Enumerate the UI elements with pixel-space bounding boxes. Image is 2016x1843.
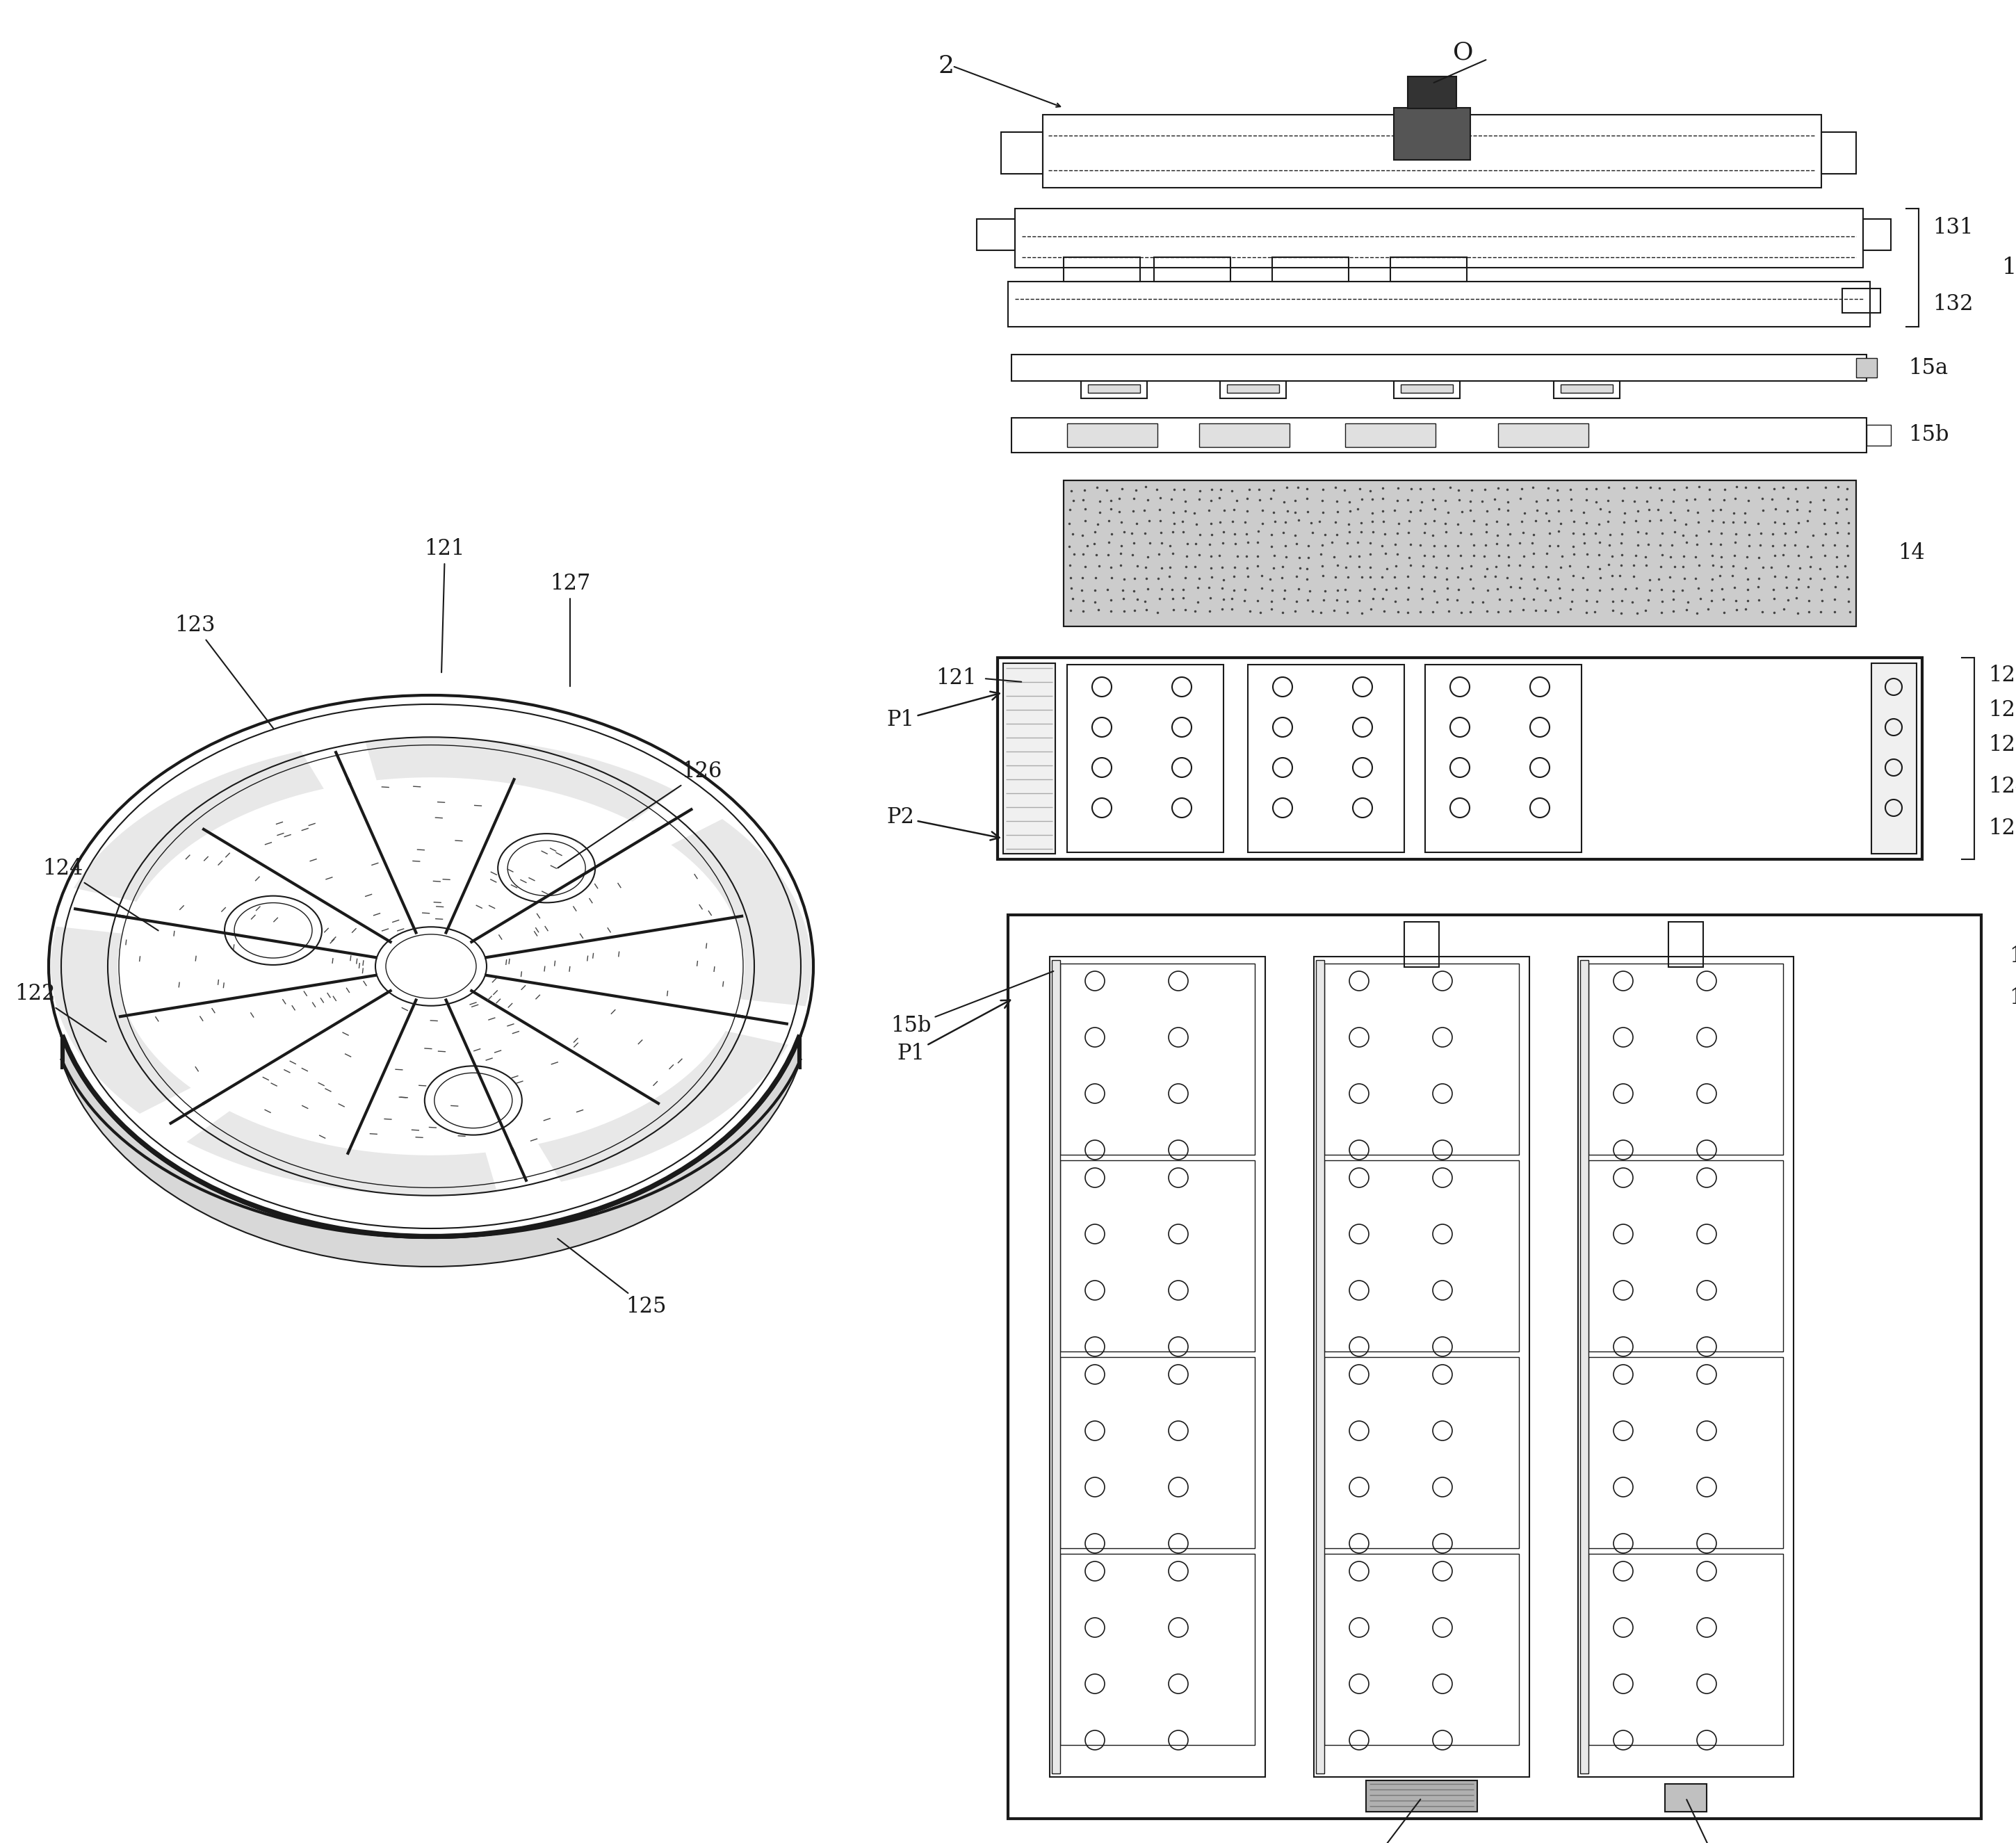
Bar [1393, 382, 1460, 398]
Text: P1: P1 [887, 691, 1000, 732]
Bar [1669, 922, 1704, 968]
Bar [1579, 957, 1794, 1777]
Bar [1066, 424, 1157, 448]
Text: 15a: 15a [1909, 358, 1947, 378]
Text: 123: 123 [175, 616, 274, 728]
Text: 2: 2 [939, 53, 954, 77]
Bar [998, 658, 1921, 859]
Bar [1089, 385, 1141, 393]
Text: 124: 124 [42, 859, 159, 931]
Bar [1081, 382, 1147, 398]
Bar [1064, 481, 1857, 627]
Bar [1863, 219, 1891, 251]
Bar [1589, 964, 1782, 1156]
Bar [1581, 960, 1589, 1773]
Polygon shape [365, 737, 675, 822]
Polygon shape [65, 1036, 798, 1266]
Bar [1052, 960, 1060, 1773]
Text: 126: 126 [558, 761, 722, 868]
Bar [1153, 258, 1230, 282]
Bar [1843, 289, 1881, 313]
Text: 126: 126 [1988, 734, 2016, 756]
Bar [1042, 114, 1820, 188]
Bar [976, 219, 1014, 251]
Bar [1560, 385, 1613, 393]
Text: 123: 123 [1988, 698, 2016, 721]
Bar [1008, 282, 1871, 326]
Text: 127: 127 [550, 573, 591, 686]
Bar [1060, 1554, 1254, 1745]
Bar [1012, 354, 1867, 382]
Text: 14: 14 [1897, 542, 1925, 564]
Text: 121: 121 [425, 538, 466, 673]
Bar [1393, 107, 1470, 160]
Bar [1064, 258, 1141, 282]
Bar [1200, 424, 1290, 448]
Bar [1325, 1161, 1518, 1351]
Bar [1407, 76, 1456, 109]
Bar [1325, 1554, 1518, 1745]
Text: 112: 112 [1345, 1799, 1421, 1843]
Bar [1345, 424, 1435, 448]
Text: 11: 11 [2010, 945, 2016, 968]
Bar [1867, 424, 1891, 446]
Polygon shape [187, 1111, 498, 1196]
Text: 131: 131 [1933, 217, 1974, 238]
Text: P1: P1 [897, 1001, 1010, 1065]
Bar [1391, 258, 1468, 282]
Bar [1012, 418, 1867, 453]
Bar [1272, 258, 1349, 282]
Bar [1060, 964, 1254, 1156]
Bar [1314, 957, 1530, 1777]
Bar [1589, 1161, 1782, 1351]
Bar [1325, 964, 1518, 1156]
Bar [1248, 665, 1405, 851]
Bar [1228, 385, 1278, 393]
Polygon shape [538, 1030, 788, 1181]
Bar [1316, 960, 1325, 1773]
Polygon shape [75, 750, 325, 901]
Bar [1871, 663, 1917, 853]
Text: 122: 122 [1988, 663, 2016, 686]
Bar [1665, 1784, 1708, 1812]
Bar [1064, 481, 1857, 627]
Bar [1425, 665, 1581, 851]
Bar [1367, 1780, 1478, 1812]
Text: 15b: 15b [1909, 424, 1949, 446]
Bar [1405, 922, 1439, 968]
Text: 122: 122 [14, 984, 107, 1041]
Text: 124: 124 [1988, 776, 2016, 796]
Bar [1050, 957, 1266, 1777]
Bar [1060, 1356, 1254, 1548]
Polygon shape [50, 927, 192, 1113]
Text: O: O [1454, 41, 1474, 65]
Bar [1857, 358, 1877, 378]
Bar [1008, 914, 1982, 1819]
Text: 121: 121 [935, 667, 976, 689]
Bar [1589, 1554, 1782, 1745]
Bar [1401, 385, 1454, 393]
Polygon shape [671, 818, 810, 1006]
Text: 132: 132 [1933, 293, 1974, 315]
Text: 15a: 15a [2010, 988, 2016, 1010]
Bar [1064, 481, 1857, 627]
Text: 125: 125 [1988, 816, 2016, 839]
Text: P2: P2 [887, 807, 1000, 840]
Bar [1820, 133, 1857, 173]
Bar [1004, 663, 1054, 853]
Bar [1060, 1161, 1254, 1351]
Text: 15b: 15b [891, 971, 1054, 1038]
Text: 13: 13 [2002, 256, 2016, 278]
Bar [1554, 382, 1619, 398]
Text: 16: 16 [1687, 1799, 1734, 1843]
Bar [1589, 1356, 1782, 1548]
Bar [1220, 382, 1286, 398]
Bar [1498, 424, 1589, 448]
Text: 125: 125 [558, 1238, 667, 1318]
Bar [1002, 133, 1042, 173]
Bar [1325, 1356, 1518, 1548]
Bar [1066, 665, 1224, 851]
Bar [1014, 208, 1863, 267]
